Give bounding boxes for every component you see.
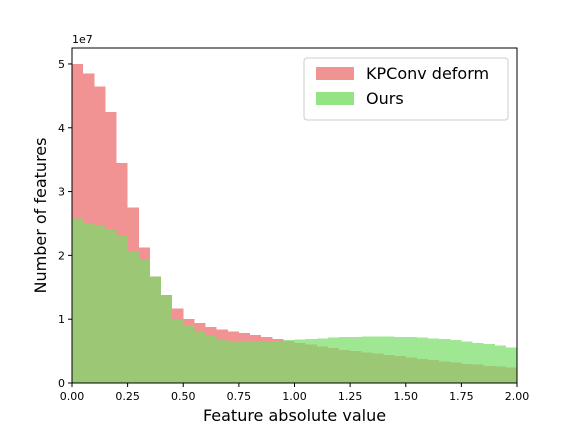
histogram-bar: [505, 347, 517, 383]
histogram-bar: [405, 337, 417, 383]
histogram-bar: [339, 337, 351, 383]
legend: KPConv deform Ours: [303, 57, 509, 121]
histogram-bar: [494, 345, 506, 383]
histogram-bar: [172, 319, 184, 383]
histogram-bar: [327, 337, 339, 383]
histogram-bar: [283, 340, 295, 383]
histogram-bar: [216, 338, 228, 383]
histogram-bar: [372, 336, 384, 383]
bars-layer: [72, 63, 517, 384]
y-tick-label: 3: [58, 186, 65, 199]
histogram-bar: [450, 340, 462, 383]
y-tick-label: 1: [58, 313, 65, 326]
histogram-bar: [138, 259, 150, 383]
x-tick-label: 0.00: [60, 390, 85, 403]
x-axis-label: Feature absolute value: [203, 406, 386, 425]
histogram-bar: [350, 337, 362, 383]
histogram-bar: [238, 341, 250, 383]
legend-swatch: [316, 67, 354, 80]
series-1-bars: [72, 218, 517, 383]
y-axis: 0 1 2 3 4 5: [58, 58, 72, 390]
histogram-bar: [227, 340, 239, 383]
histogram-bar: [383, 336, 395, 383]
histogram-bar: [294, 339, 306, 383]
x-tick-label: 1.75: [449, 390, 474, 403]
x-tick-label: 1.00: [282, 390, 307, 403]
histogram-bar: [149, 276, 161, 383]
y-tick-label: 4: [58, 122, 65, 135]
histogram-bar: [361, 336, 373, 383]
legend-label: Ours: [366, 89, 404, 108]
histogram-bar: [194, 331, 206, 383]
legend-label: KPConv deform: [366, 64, 489, 83]
histogram-bar: [261, 341, 273, 383]
histogram-bar: [205, 335, 217, 383]
histogram-bar: [94, 226, 106, 383]
x-tick-label: 2.00: [505, 390, 530, 403]
x-tick-label: 1.25: [338, 390, 363, 403]
y-tick-label: 0: [58, 377, 65, 390]
x-tick-label: 0.50: [171, 390, 196, 403]
histogram-bar: [72, 218, 84, 383]
histogram-bar: [394, 337, 406, 383]
x-axis: 0.00 0.25 0.50 0.75 1.00 1.25 1.50 1.75 2.00: [60, 383, 530, 403]
histogram-bar: [250, 341, 262, 383]
y-tick-label: 2: [58, 249, 65, 262]
legend-box: [303, 57, 509, 121]
y-tick-label: 5: [58, 58, 65, 71]
y-axis-multiplier: 1e7: [72, 33, 93, 46]
histogram-bar: [416, 337, 428, 383]
x-tick-label: 0.75: [227, 390, 252, 403]
histogram-bar: [472, 342, 484, 383]
legend-swatch: [316, 92, 354, 105]
histogram-bar: [183, 325, 195, 383]
histogram-bar: [83, 223, 95, 383]
histogram-bar: [161, 294, 173, 383]
histogram-bar: [439, 338, 451, 383]
histogram-bar: [116, 236, 128, 383]
histogram-bar: [461, 341, 473, 383]
histogram-bar: [483, 344, 495, 383]
x-tick-label: 1.50: [394, 390, 419, 403]
histogram-bar: [305, 338, 317, 383]
histogram-bar: [428, 338, 440, 383]
histogram-bar: [105, 229, 117, 383]
y-axis-label: Number of features: [31, 138, 50, 294]
histogram-bar: [127, 250, 139, 383]
x-tick-label: 0.25: [115, 390, 140, 403]
histogram-bar: [272, 340, 284, 383]
histogram-bar: [316, 338, 328, 383]
